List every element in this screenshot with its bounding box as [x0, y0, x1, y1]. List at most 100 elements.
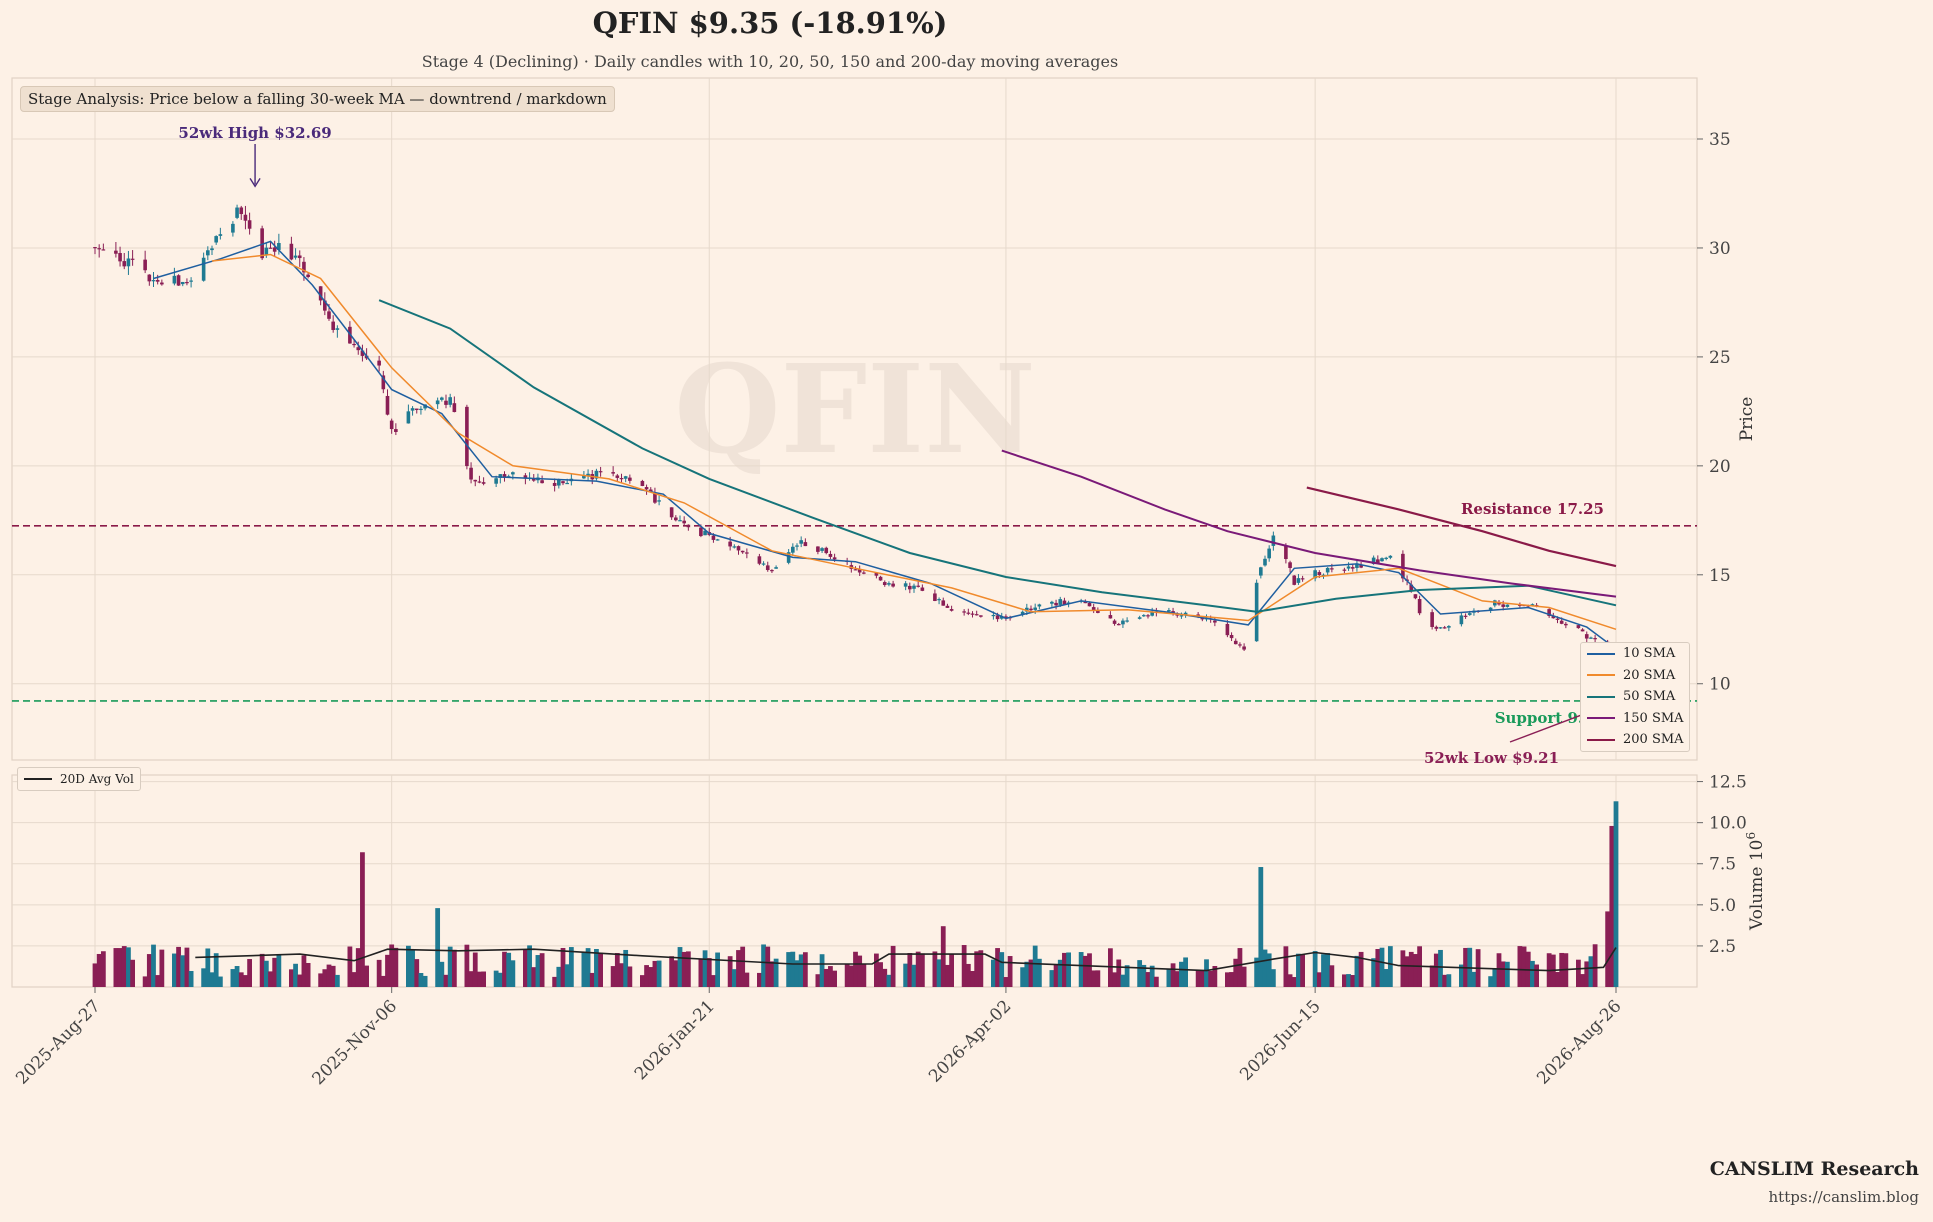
volume-bar	[1049, 970, 1055, 987]
volume-bar	[802, 952, 808, 987]
candle-body-up	[1467, 613, 1472, 615]
volume-bar	[936, 959, 942, 987]
candle-body-up	[1589, 637, 1593, 639]
candle-body-down	[1518, 604, 1522, 606]
volume-bar	[890, 945, 896, 987]
legend-swatch	[1587, 717, 1615, 720]
x-tick-label: 2025-Aug-27	[12, 996, 104, 1088]
candle-body-down	[414, 408, 419, 410]
volume-bar	[757, 972, 762, 987]
volume-bar	[819, 954, 825, 987]
volume-bar	[1108, 948, 1113, 987]
volume-bar	[1212, 966, 1218, 987]
legend-item-50-sma: 50 SMA	[1581, 686, 1689, 708]
volume-bar	[1342, 974, 1347, 987]
volume-bar	[903, 963, 909, 987]
volume-bar	[1120, 974, 1126, 987]
volume-bar	[493, 970, 499, 987]
candle-body-down	[130, 258, 135, 260]
candle-body-up	[1530, 604, 1535, 606]
volume-bar	[1225, 972, 1230, 987]
legend-label: 10 SMA	[1623, 646, 1676, 662]
volume-bar	[1296, 953, 1301, 987]
volume-bar	[844, 964, 850, 987]
volume-bar	[205, 948, 211, 987]
candle-body-up	[1313, 570, 1317, 579]
candle-body-up	[151, 280, 156, 282]
candle-body-down	[561, 481, 565, 484]
volume-bar	[1358, 951, 1364, 987]
sma10-line	[153, 240, 1617, 650]
volume-bar	[685, 951, 691, 987]
volume-bar	[786, 952, 792, 987]
volume-bar	[765, 946, 771, 987]
candle-body-down	[540, 480, 544, 484]
volume-bar	[435, 908, 441, 987]
candle-body-up	[1355, 563, 1359, 568]
volume-tick-label: 10.0	[1709, 814, 1747, 834]
volume-bar	[999, 952, 1005, 987]
candle-body-down	[389, 420, 394, 430]
volume-bar	[552, 976, 558, 987]
volume-bar	[1400, 950, 1406, 987]
candle-body-up	[732, 546, 737, 548]
candle-body-up	[419, 408, 423, 411]
candle-body-down	[552, 482, 557, 486]
legend-label: 200 SMA	[1623, 732, 1684, 748]
candle-body-down	[360, 350, 365, 356]
candle-body-up	[1121, 620, 1125, 625]
candle-body-up	[423, 404, 427, 409]
volume-bar	[1555, 972, 1560, 987]
candle-body-down	[945, 605, 950, 608]
price-tick-label: 15	[1709, 566, 1731, 586]
candle-body-up	[1142, 615, 1146, 617]
volume-bar	[159, 949, 165, 987]
volume-bar	[1316, 972, 1322, 987]
52wk-high-arrowhead	[249, 177, 261, 188]
brand-url: https://canslim.blog	[1768, 1188, 1920, 1206]
candle-body-down	[1242, 646, 1246, 650]
volume-bar	[360, 852, 365, 987]
candle-body-up	[231, 223, 235, 233]
volume-bar	[414, 959, 420, 987]
volume-bar	[878, 962, 883, 987]
volume-bar	[1471, 971, 1477, 987]
volume-bar	[1312, 951, 1318, 987]
volume-bar	[243, 975, 248, 987]
volume-bar	[568, 947, 574, 987]
candle-body-down	[465, 406, 469, 467]
volume-bar	[978, 950, 984, 987]
chart-subtitle: Stage 4 (Declining) · Daily candles with…	[421, 52, 1119, 71]
candle-body-up	[791, 546, 795, 553]
candle-body-up	[565, 482, 569, 485]
candle-body-down	[1200, 618, 1205, 620]
legend-swatch	[1587, 695, 1615, 698]
volume-bar	[1580, 974, 1585, 987]
volume-bar	[1442, 974, 1448, 987]
chart-title: QFIN $9.35 (-18.91%)	[592, 6, 948, 40]
candle-body-down	[377, 360, 381, 366]
volume-bar	[1170, 963, 1176, 987]
candle-body-up	[448, 397, 452, 405]
candle-body-down	[803, 542, 808, 547]
volume-bar	[1270, 969, 1276, 987]
volume-bar	[268, 971, 273, 987]
volume-legend: 20D Avg Vol	[17, 767, 141, 791]
volume-bar	[1534, 964, 1539, 987]
candle-body-down	[1229, 634, 1234, 639]
volume-bar	[640, 975, 645, 987]
candle-body-up	[1125, 620, 1129, 622]
volume-bar	[1053, 964, 1059, 987]
candle-body-down	[268, 247, 273, 249]
volume-bar	[351, 972, 357, 987]
candle-body-up	[335, 328, 340, 330]
legend-label-avg-vol: 20D Avg Vol	[60, 772, 134, 786]
candle-body-up	[795, 545, 799, 547]
candle-body-up	[703, 530, 707, 536]
candle-body-down	[1233, 640, 1238, 645]
candle-body-down	[1584, 634, 1589, 639]
candle-body-up	[1325, 567, 1330, 573]
volume-bar	[815, 974, 821, 987]
volume-bar	[991, 959, 996, 987]
candle-body-down	[920, 587, 925, 591]
